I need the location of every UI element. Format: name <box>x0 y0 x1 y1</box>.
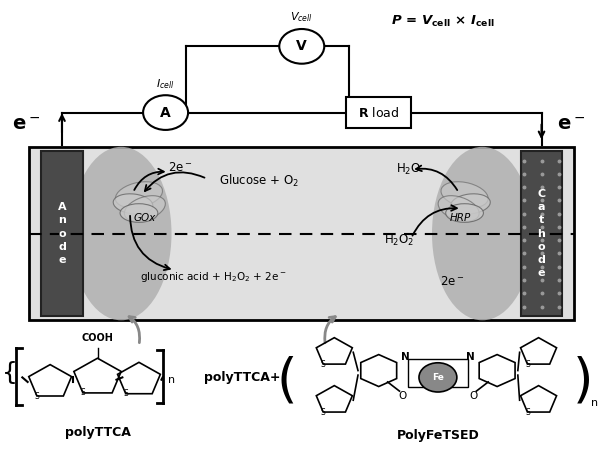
Text: S: S <box>80 388 85 398</box>
Text: H$_2$O$_2$: H$_2$O$_2$ <box>384 233 415 248</box>
Text: S: S <box>321 408 326 416</box>
Text: (: ( <box>277 356 297 408</box>
Text: n: n <box>590 398 598 408</box>
Text: H$_2$O: H$_2$O <box>396 162 421 177</box>
Text: ): ) <box>573 356 593 408</box>
Text: $V_\mathregular{cell}$: $V_\mathregular{cell}$ <box>290 11 313 24</box>
Text: polyTTCA+: polyTTCA+ <box>205 371 281 384</box>
Ellipse shape <box>120 204 158 222</box>
Ellipse shape <box>124 196 166 221</box>
Ellipse shape <box>71 147 172 320</box>
Text: PolyFeTSED: PolyFeTSED <box>397 429 479 442</box>
Text: $\mathbf{e}^-$: $\mathbf{e}^-$ <box>13 114 41 133</box>
Circle shape <box>143 95 188 130</box>
Text: $\mathbf{e}^-$: $\mathbf{e}^-$ <box>557 114 585 133</box>
Ellipse shape <box>438 196 479 221</box>
Text: S: S <box>35 392 39 400</box>
Ellipse shape <box>441 182 488 208</box>
Ellipse shape <box>115 182 163 208</box>
Text: Glucose + O$_2$: Glucose + O$_2$ <box>219 173 299 189</box>
Text: n: n <box>168 375 175 385</box>
Ellipse shape <box>451 194 490 214</box>
Bar <box>346 98 411 128</box>
Text: $\{$: $\{$ <box>1 360 16 387</box>
Text: C
a
t
h
o
d
e: C a t h o d e <box>538 189 545 278</box>
Ellipse shape <box>446 204 484 222</box>
Text: COOH: COOH <box>82 333 113 343</box>
Bar <box>41 152 83 316</box>
Text: O: O <box>398 391 407 401</box>
Text: 2e$^-$: 2e$^-$ <box>440 275 465 288</box>
Text: $\mathbf{R}$ load: $\mathbf{R}$ load <box>358 105 400 120</box>
Text: HRP: HRP <box>450 213 471 223</box>
Text: A
n
o
d
e: A n o d e <box>58 202 66 265</box>
Text: N: N <box>466 352 475 362</box>
Text: S: S <box>124 389 128 398</box>
Text: gluconic acid + H$_2$O$_2$ + 2e$^-$: gluconic acid + H$_2$O$_2$ + 2e$^-$ <box>140 270 286 284</box>
Text: A: A <box>160 105 171 120</box>
Text: $\boldsymbol{P}$ = $\boldsymbol{V}_{\bf cell}$ $\boldsymbol{\times}$ $\boldsymbo: $\boldsymbol{P}$ = $\boldsymbol{V}_{\bf … <box>391 14 494 29</box>
Text: 2e$^-$: 2e$^-$ <box>168 161 193 174</box>
Bar <box>29 147 574 320</box>
Text: O: O <box>469 391 478 401</box>
Text: GOx: GOx <box>134 213 156 223</box>
Text: Fe: Fe <box>432 373 444 382</box>
Circle shape <box>279 29 324 64</box>
Text: S: S <box>525 408 530 416</box>
Text: polyTTCA: polyTTCA <box>65 425 130 439</box>
Text: S: S <box>525 360 530 369</box>
Circle shape <box>419 363 457 392</box>
Text: N: N <box>401 352 410 362</box>
Text: V: V <box>296 39 307 53</box>
Ellipse shape <box>432 147 533 320</box>
Ellipse shape <box>113 194 153 214</box>
Text: S: S <box>321 360 326 369</box>
Text: $I_\mathregular{cell}$: $I_\mathregular{cell}$ <box>156 77 175 91</box>
Bar <box>521 152 562 316</box>
